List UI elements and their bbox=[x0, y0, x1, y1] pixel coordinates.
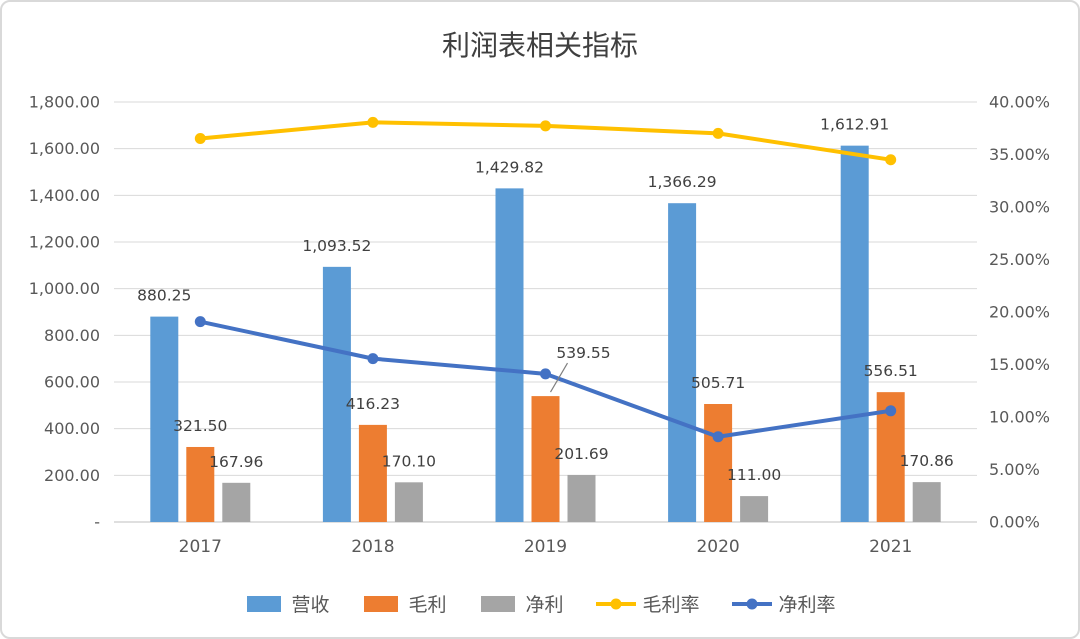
left-axis-tick-label: 1,600.00 bbox=[29, 139, 100, 158]
marker-净利率-2020 bbox=[712, 431, 724, 443]
legend-bar-swatch bbox=[481, 595, 516, 612]
right-axis-tick-label: 15.00% bbox=[989, 355, 1050, 374]
left-axis-tick-label: 1,200.00 bbox=[29, 233, 100, 252]
bar-净利-2020 bbox=[740, 496, 769, 522]
data-label-毛利-2019: 539.55 bbox=[556, 344, 610, 362]
data-label-毛利-2018: 416.23 bbox=[346, 395, 400, 413]
right-axis-tick-label: 25.00% bbox=[989, 250, 1050, 269]
right-axis-tick-label: 0.00% bbox=[989, 513, 1040, 532]
legend-item-净利率: 净利率 bbox=[731, 590, 836, 617]
legend-item-营收: 营收 bbox=[244, 590, 329, 617]
data-label-营收-2018: 1,093.52 bbox=[302, 237, 371, 255]
data-label-营收-2017: 880.25 bbox=[137, 287, 191, 305]
legend-label: 净利 bbox=[525, 594, 564, 616]
data-label-净利-2017: 167.96 bbox=[209, 453, 263, 471]
marker-净利率-2018 bbox=[367, 353, 379, 365]
legend-swatch-icon bbox=[595, 598, 636, 609]
bar-营收-2019 bbox=[495, 188, 524, 522]
x-axis-category-label: 2020 bbox=[696, 537, 739, 557]
legend-item-净利: 净利 bbox=[478, 590, 564, 617]
left-axis-tick-label: 400.00 bbox=[44, 419, 100, 438]
bar-净利-2018 bbox=[394, 482, 423, 522]
bar-净利-2019 bbox=[567, 474, 596, 522]
bar-毛利-2017 bbox=[186, 446, 215, 522]
data-label-营收-2019: 1,429.82 bbox=[475, 158, 544, 176]
x-axis-category-label: 2019 bbox=[524, 537, 567, 557]
data-label-营收-2021: 1,612.91 bbox=[820, 116, 889, 134]
legend-label: 净利率 bbox=[778, 594, 836, 616]
data-label-营收-2020: 1,366.29 bbox=[648, 173, 717, 191]
data-label-毛利-2021: 556.51 bbox=[864, 362, 918, 380]
marker-净利率-2017 bbox=[194, 316, 206, 328]
bar-净利-2017 bbox=[222, 482, 251, 522]
data-label-leader-line bbox=[549, 362, 569, 393]
x-axis-category-label: 2021 bbox=[869, 537, 912, 557]
legend-swatch-icon bbox=[364, 595, 399, 612]
left-axis-tick-label: - bbox=[94, 513, 100, 532]
legend-label: 营收 bbox=[291, 594, 330, 616]
bar-营收-2017 bbox=[150, 316, 179, 522]
data-label-毛利-2017: 321.50 bbox=[173, 417, 227, 435]
legend-item-毛利率: 毛利率 bbox=[595, 590, 700, 617]
chart-legend: 营收 毛利 净利 毛利率 净利率 bbox=[2, 590, 1078, 617]
right-axis-tick-label: 40.00% bbox=[989, 93, 1050, 112]
marker-毛利率-2017 bbox=[194, 133, 206, 145]
x-axis-category-label: 2017 bbox=[179, 537, 222, 557]
left-axis-tick-label: 200.00 bbox=[44, 466, 100, 485]
data-label-毛利-2020: 505.71 bbox=[691, 374, 745, 392]
right-axis-tick-label: 10.00% bbox=[989, 408, 1050, 427]
bar-营收-2021 bbox=[840, 145, 869, 522]
legend-swatch-icon bbox=[247, 595, 282, 612]
legend-bar-swatch bbox=[364, 595, 399, 612]
data-label-净利-2020: 111.00 bbox=[727, 466, 781, 484]
marker-毛利率-2020 bbox=[712, 127, 724, 139]
x-axis-category-label: 2018 bbox=[351, 537, 394, 557]
bar-净利-2021 bbox=[912, 482, 941, 522]
legend-label: 毛利率 bbox=[642, 594, 700, 616]
marker-毛利率-2018 bbox=[367, 116, 379, 128]
bar-营收-2020 bbox=[668, 203, 697, 522]
marker-毛利率-2019 bbox=[540, 120, 551, 132]
left-axis-tick-label: 1,400.00 bbox=[29, 186, 100, 205]
bar-营收-2018 bbox=[322, 266, 351, 522]
left-axis-tick-label: 800.00 bbox=[44, 326, 100, 345]
data-label-净利-2019: 201.69 bbox=[554, 445, 608, 463]
data-label-净利-2021: 170.86 bbox=[900, 452, 954, 470]
left-axis-tick-label: 1,800.00 bbox=[29, 93, 100, 112]
legend-bar-swatch bbox=[247, 595, 282, 612]
bar-毛利-2020 bbox=[704, 404, 733, 522]
data-label-净利-2018: 170.10 bbox=[382, 452, 436, 470]
legend-item-毛利: 毛利 bbox=[361, 590, 446, 617]
bar-毛利-2018 bbox=[358, 424, 387, 522]
marker-净利率-2021 bbox=[885, 405, 897, 417]
right-axis-tick-label: 35.00% bbox=[989, 145, 1050, 164]
legend-line-marker bbox=[746, 598, 758, 609]
marker-净利率-2019 bbox=[540, 368, 551, 380]
legend-line-marker bbox=[610, 598, 621, 609]
marker-毛利率-2021 bbox=[885, 154, 897, 166]
legend-swatch-icon bbox=[481, 595, 516, 612]
bar-毛利-2019 bbox=[531, 396, 560, 522]
right-axis-tick-label: 20.00% bbox=[989, 303, 1050, 322]
right-axis-tick-label: 30.00% bbox=[989, 198, 1050, 217]
legend-label: 毛利 bbox=[408, 594, 447, 616]
right-axis-tick-label: 5.00% bbox=[989, 460, 1040, 479]
chart-title: 利润表相关指标 bbox=[441, 29, 638, 62]
left-axis-tick-label: 1,000.00 bbox=[29, 279, 100, 298]
legend-swatch-icon bbox=[731, 598, 772, 609]
left-axis-tick-label: 600.00 bbox=[44, 373, 100, 392]
